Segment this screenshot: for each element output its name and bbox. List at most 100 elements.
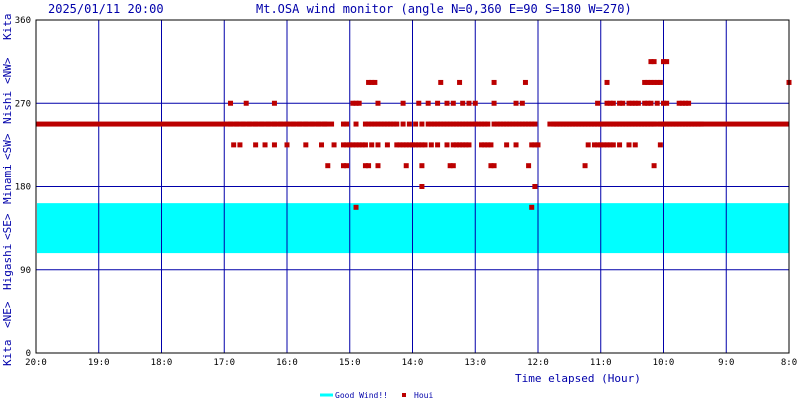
houi-point [400, 100, 406, 106]
houi-point [438, 79, 444, 85]
houi-point [466, 142, 472, 148]
houi-point [504, 121, 510, 127]
houi-point [378, 121, 384, 127]
houi-point [632, 142, 638, 148]
houi-point [450, 121, 456, 127]
houi-point [450, 142, 456, 148]
houi-point [397, 142, 403, 148]
houi-point [425, 100, 431, 106]
houi-point [271, 100, 277, 106]
houi-point [243, 100, 249, 106]
houi-point [504, 142, 510, 148]
legend-good-wind-label: Good Wind!! [335, 391, 388, 400]
side-labels: Kita <NW> Nishi <SW> Minami <SE> Higashi… [1, 14, 14, 367]
houi-point [228, 121, 234, 127]
houi-point [664, 100, 670, 106]
houi-point [610, 142, 616, 148]
houi-point [353, 204, 359, 210]
houi-point [413, 142, 419, 148]
houi-point [657, 121, 663, 127]
legend-houi-swatch [402, 393, 406, 397]
houi-point [595, 142, 601, 148]
x-tick-label: 13:0 [464, 358, 486, 368]
houi-point [356, 142, 362, 148]
houi-point [319, 142, 325, 148]
houi-point [626, 100, 632, 106]
side-label-nw: <NW> [1, 57, 14, 84]
houi-point [620, 121, 626, 127]
houi-point [262, 142, 268, 148]
houi-point [654, 100, 660, 106]
x-tick-label: 17:0 [213, 358, 235, 368]
houi-point [513, 142, 519, 148]
houi-point [591, 142, 597, 148]
houi-point [375, 163, 381, 169]
houi-point [331, 142, 337, 148]
x-tick-label: 18:0 [151, 358, 173, 368]
houi-point [237, 142, 243, 148]
houi-point [651, 163, 657, 169]
houi-point [676, 100, 682, 106]
houi-point [645, 79, 651, 85]
houi-point [297, 121, 303, 127]
houi-point [350, 100, 356, 106]
houi-point [632, 121, 638, 127]
houi-point [419, 121, 425, 127]
houi-point [532, 121, 538, 127]
houi-point [566, 121, 572, 127]
houi-point [441, 121, 447, 127]
houi-point [457, 79, 463, 85]
houi-point [253, 121, 259, 127]
houi-point [425, 121, 431, 127]
houi-point [457, 121, 463, 127]
houi-point [369, 142, 375, 148]
houi-point [450, 163, 456, 169]
houi-point [604, 121, 610, 127]
houi-point [422, 142, 428, 148]
houi-point [362, 163, 368, 169]
houi-point [661, 59, 666, 65]
houi-point [460, 121, 466, 127]
houi-point [529, 142, 535, 148]
houi-point [315, 121, 321, 127]
houi-point [516, 121, 522, 127]
houi-point [391, 121, 397, 127]
houi-point [591, 121, 597, 127]
houi-point [369, 79, 375, 85]
houi-point [667, 121, 673, 127]
houi-point [384, 121, 390, 127]
houi-point [369, 121, 375, 127]
houi-point [604, 79, 610, 85]
houi-point [557, 121, 563, 127]
houi-point [488, 142, 494, 148]
houi-point [460, 100, 466, 106]
houi-point [413, 121, 419, 127]
houi-point [416, 100, 422, 106]
houi-point [419, 184, 425, 189]
houi-point [686, 100, 692, 106]
houi-point [513, 100, 519, 106]
houi-point [607, 100, 613, 106]
side-label-ne: <NE> [1, 301, 14, 328]
houi-point [444, 121, 450, 127]
houi-point [629, 121, 635, 127]
houi-point [344, 142, 350, 148]
houi-point [563, 121, 569, 127]
y-tick-label: 360 [15, 16, 31, 26]
houi-point [435, 121, 441, 127]
side-label-minami: Minami [1, 164, 14, 204]
x-tick-label: 11:0 [590, 358, 612, 368]
x-tick-label: 9:0 [718, 358, 734, 368]
houi-point [673, 121, 679, 127]
houi-point [595, 121, 601, 127]
houi-point [579, 121, 585, 127]
x-tick-label: 15:0 [339, 358, 361, 368]
houi-point [482, 142, 488, 148]
houi-point [356, 100, 362, 106]
houi-point [607, 121, 613, 127]
houi-point [479, 121, 485, 127]
houi-point [428, 121, 434, 127]
houi-point [431, 121, 437, 127]
plot-frame [35, 19, 790, 354]
